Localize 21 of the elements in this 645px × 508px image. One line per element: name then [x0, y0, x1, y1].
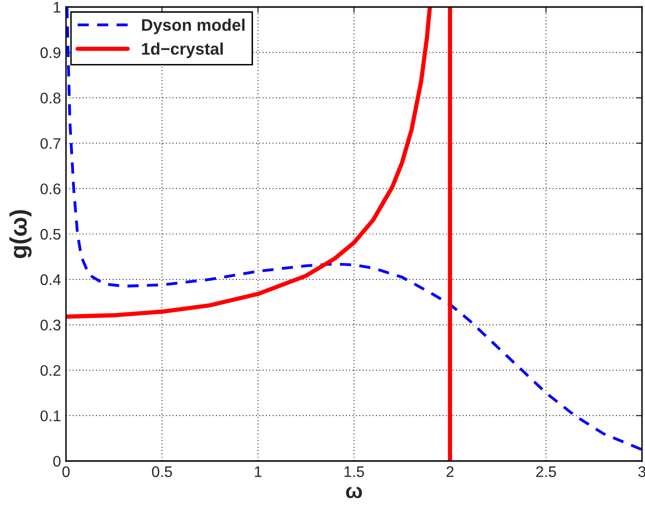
x-tick-label: 0.5 [152, 466, 172, 478]
y-tick-label: 0.2 [40, 365, 60, 376]
x-tick-label: 2 [446, 466, 454, 477]
x-axis-title: ω [346, 486, 362, 498]
y-tick-label: 0.4 [40, 274, 61, 286]
y-tick-label: 0.3 [40, 320, 60, 330]
y-tick-label: 0 [53, 456, 61, 467]
y-tick-label: 0.5 [40, 228, 60, 240]
x-tick-label: 2.5 [536, 466, 556, 478]
y-tick-label: 0.1 [40, 410, 60, 422]
x-tick-label: 0 [62, 466, 70, 478]
y-tick-label: 0.8 [40, 92, 60, 104]
y-tick-label: 0.7 [40, 138, 60, 149]
y-axis-title: g(ω) [9, 210, 32, 258]
y-tick-label: 0.9 [40, 47, 60, 58]
legend-label: 1d−crystal [142, 42, 223, 58]
legend-label: Dyson model [142, 18, 244, 34]
y-tick-label: 1 [54, 2, 60, 13]
x-tick-label: 1.5 [344, 466, 364, 478]
y-tick-label: 0.6 [40, 183, 60, 194]
x-tick-label: 1 [254, 466, 262, 477]
